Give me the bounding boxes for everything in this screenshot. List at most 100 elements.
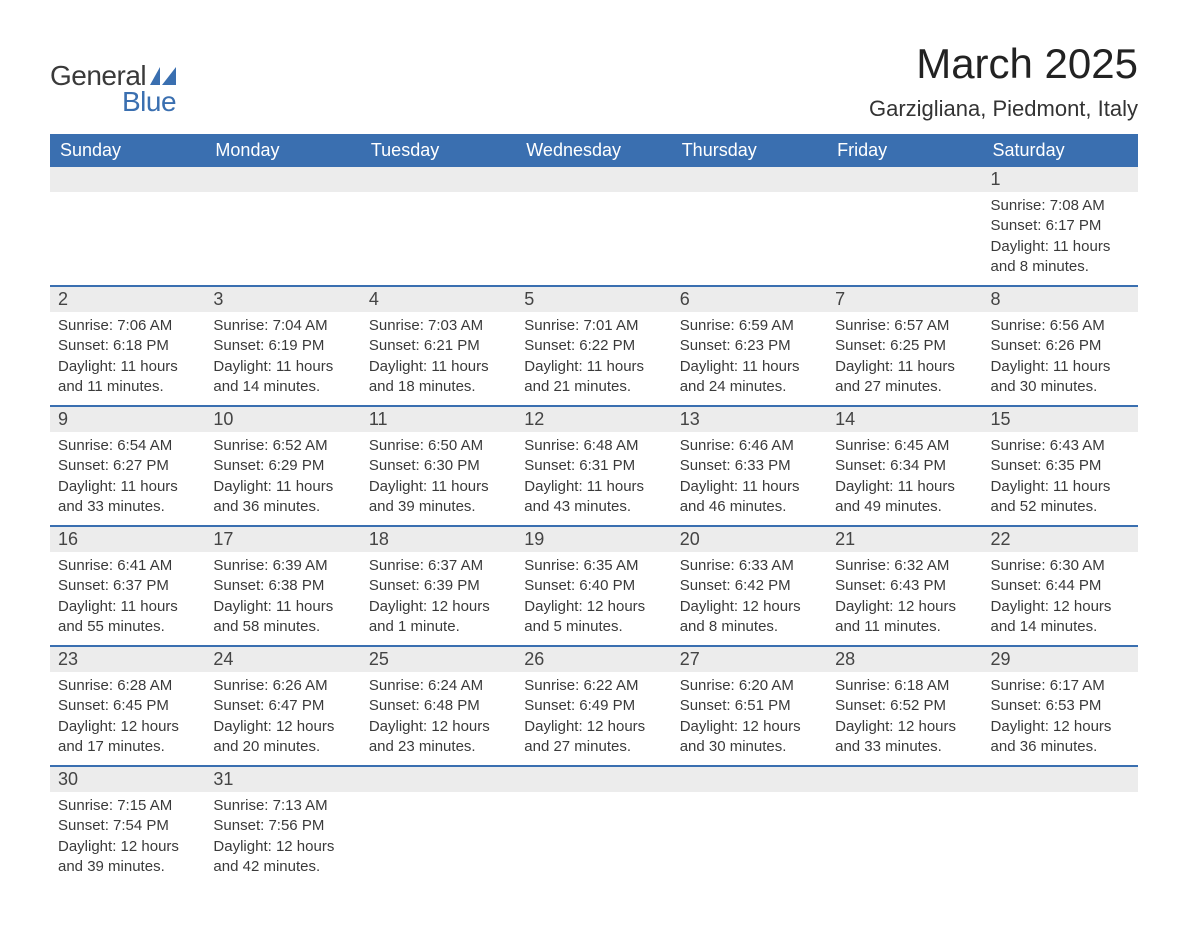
daylight-text: Daylight: 12 hours and 42 minutes. xyxy=(213,837,352,878)
sunset-text: Sunset: 6:51 PM xyxy=(680,696,819,716)
logo-text-blue: Blue xyxy=(122,86,176,118)
sunrise-text: Sunrise: 6:59 AM xyxy=(680,316,819,336)
sunrise-text: Sunrise: 6:18 AM xyxy=(835,676,974,696)
daylight-text: Daylight: 11 hours and 39 minutes. xyxy=(369,477,508,518)
daylight-text: Daylight: 11 hours and 33 minutes. xyxy=(58,477,197,518)
sunrise-text: Sunrise: 6:24 AM xyxy=(369,676,508,696)
day-number-cell xyxy=(827,167,982,192)
day-details-cell: Sunrise: 7:06 AMSunset: 6:18 PMDaylight:… xyxy=(50,312,205,406)
sunrise-text: Sunrise: 6:54 AM xyxy=(58,436,197,456)
day-details-cell: Sunrise: 7:08 AMSunset: 6:17 PMDaylight:… xyxy=(983,192,1138,286)
weekday-header: Friday xyxy=(827,134,982,167)
sunrise-text: Sunrise: 6:45 AM xyxy=(835,436,974,456)
sunrise-text: Sunrise: 6:30 AM xyxy=(991,556,1130,576)
day-details-cell xyxy=(361,192,516,286)
daylight-text: Daylight: 11 hours and 52 minutes. xyxy=(991,477,1130,518)
day-number-cell: 17 xyxy=(205,526,360,552)
sunset-text: Sunset: 6:33 PM xyxy=(680,456,819,476)
sunrise-text: Sunrise: 7:03 AM xyxy=(369,316,508,336)
sunrise-text: Sunrise: 6:43 AM xyxy=(991,436,1130,456)
sunset-text: Sunset: 6:35 PM xyxy=(991,456,1130,476)
day-details-cell: Sunrise: 7:04 AMSunset: 6:19 PMDaylight:… xyxy=(205,312,360,406)
day-details-cell: Sunrise: 7:03 AMSunset: 6:21 PMDaylight:… xyxy=(361,312,516,406)
sunrise-text: Sunrise: 7:01 AM xyxy=(524,316,663,336)
day-details-cell: Sunrise: 6:56 AMSunset: 6:26 PMDaylight:… xyxy=(983,312,1138,406)
day-number-cell: 9 xyxy=(50,406,205,432)
day-details-cell: Sunrise: 6:18 AMSunset: 6:52 PMDaylight:… xyxy=(827,672,982,766)
day-number-cell: 27 xyxy=(672,646,827,672)
daynum-row: 1 xyxy=(50,167,1138,192)
day-number-cell: 14 xyxy=(827,406,982,432)
sunset-text: Sunset: 6:52 PM xyxy=(835,696,974,716)
sunset-text: Sunset: 6:26 PM xyxy=(991,336,1130,356)
weekday-header-row: Sunday Monday Tuesday Wednesday Thursday… xyxy=(50,134,1138,167)
daynum-row: 23242526272829 xyxy=(50,646,1138,672)
daylight-text: Daylight: 12 hours and 36 minutes. xyxy=(991,717,1130,758)
day-number-cell: 3 xyxy=(205,286,360,312)
sunset-text: Sunset: 7:54 PM xyxy=(58,816,197,836)
sunrise-text: Sunrise: 6:57 AM xyxy=(835,316,974,336)
sunrise-text: Sunrise: 6:52 AM xyxy=(213,436,352,456)
day-details-cell: Sunrise: 6:30 AMSunset: 6:44 PMDaylight:… xyxy=(983,552,1138,646)
day-details-cell: Sunrise: 6:32 AMSunset: 6:43 PMDaylight:… xyxy=(827,552,982,646)
day-details-cell xyxy=(50,192,205,286)
daylight-text: Daylight: 11 hours and 27 minutes. xyxy=(835,357,974,398)
sunset-text: Sunset: 6:21 PM xyxy=(369,336,508,356)
day-number-cell xyxy=(361,167,516,192)
sunrise-text: Sunrise: 6:56 AM xyxy=(991,316,1130,336)
day-details-cell: Sunrise: 7:15 AMSunset: 7:54 PMDaylight:… xyxy=(50,792,205,885)
day-number-cell xyxy=(827,766,982,792)
daylight-text: Daylight: 11 hours and 8 minutes. xyxy=(991,237,1130,278)
sunset-text: Sunset: 6:22 PM xyxy=(524,336,663,356)
sunset-text: Sunset: 7:56 PM xyxy=(213,816,352,836)
title-block: March 2025 Garzigliana, Piedmont, Italy xyxy=(869,40,1138,122)
sunrise-text: Sunrise: 6:41 AM xyxy=(58,556,197,576)
day-details-cell: Sunrise: 6:28 AMSunset: 6:45 PMDaylight:… xyxy=(50,672,205,766)
day-number-cell: 24 xyxy=(205,646,360,672)
sunrise-text: Sunrise: 7:04 AM xyxy=(213,316,352,336)
day-details-cell: Sunrise: 6:41 AMSunset: 6:37 PMDaylight:… xyxy=(50,552,205,646)
day-details-cell: Sunrise: 6:48 AMSunset: 6:31 PMDaylight:… xyxy=(516,432,671,526)
details-row: Sunrise: 7:06 AMSunset: 6:18 PMDaylight:… xyxy=(50,312,1138,406)
day-number-cell: 6 xyxy=(672,286,827,312)
sunset-text: Sunset: 6:47 PM xyxy=(213,696,352,716)
day-number-cell xyxy=(983,766,1138,792)
sunrise-text: Sunrise: 6:39 AM xyxy=(213,556,352,576)
day-number-cell: 21 xyxy=(827,526,982,552)
weekday-header: Wednesday xyxy=(516,134,671,167)
day-details-cell xyxy=(983,792,1138,885)
sunset-text: Sunset: 6:49 PM xyxy=(524,696,663,716)
sunset-text: Sunset: 6:30 PM xyxy=(369,456,508,476)
day-details-cell xyxy=(516,792,671,885)
sunset-text: Sunset: 6:23 PM xyxy=(680,336,819,356)
calendar-table: Sunday Monday Tuesday Wednesday Thursday… xyxy=(50,134,1138,885)
day-details-cell xyxy=(672,792,827,885)
daylight-text: Daylight: 12 hours and 33 minutes. xyxy=(835,717,974,758)
day-details-cell: Sunrise: 6:17 AMSunset: 6:53 PMDaylight:… xyxy=(983,672,1138,766)
daylight-text: Daylight: 11 hours and 11 minutes. xyxy=(58,357,197,398)
day-number-cell xyxy=(516,766,671,792)
day-details-cell: Sunrise: 6:50 AMSunset: 6:30 PMDaylight:… xyxy=(361,432,516,526)
daylight-text: Daylight: 12 hours and 17 minutes. xyxy=(58,717,197,758)
logo-flag-icon xyxy=(150,67,176,85)
day-details-cell: Sunrise: 6:46 AMSunset: 6:33 PMDaylight:… xyxy=(672,432,827,526)
day-details-cell: Sunrise: 6:54 AMSunset: 6:27 PMDaylight:… xyxy=(50,432,205,526)
daynum-row: 2345678 xyxy=(50,286,1138,312)
day-number-cell: 4 xyxy=(361,286,516,312)
header: General Blue March 2025 Garzigliana, Pie… xyxy=(50,40,1138,122)
day-details-cell: Sunrise: 7:01 AMSunset: 6:22 PMDaylight:… xyxy=(516,312,671,406)
daynum-row: 9101112131415 xyxy=(50,406,1138,432)
day-number-cell xyxy=(50,167,205,192)
daylight-text: Daylight: 12 hours and 27 minutes. xyxy=(524,717,663,758)
sunrise-text: Sunrise: 6:48 AM xyxy=(524,436,663,456)
sunset-text: Sunset: 6:31 PM xyxy=(524,456,663,476)
daylight-text: Daylight: 12 hours and 1 minute. xyxy=(369,597,508,638)
daylight-text: Daylight: 11 hours and 30 minutes. xyxy=(991,357,1130,398)
daylight-text: Daylight: 12 hours and 20 minutes. xyxy=(213,717,352,758)
day-number-cell: 16 xyxy=(50,526,205,552)
sunset-text: Sunset: 6:53 PM xyxy=(991,696,1130,716)
day-details-cell: Sunrise: 6:39 AMSunset: 6:38 PMDaylight:… xyxy=(205,552,360,646)
day-details-cell: Sunrise: 6:33 AMSunset: 6:42 PMDaylight:… xyxy=(672,552,827,646)
day-details-cell: Sunrise: 6:35 AMSunset: 6:40 PMDaylight:… xyxy=(516,552,671,646)
sunrise-text: Sunrise: 6:22 AM xyxy=(524,676,663,696)
